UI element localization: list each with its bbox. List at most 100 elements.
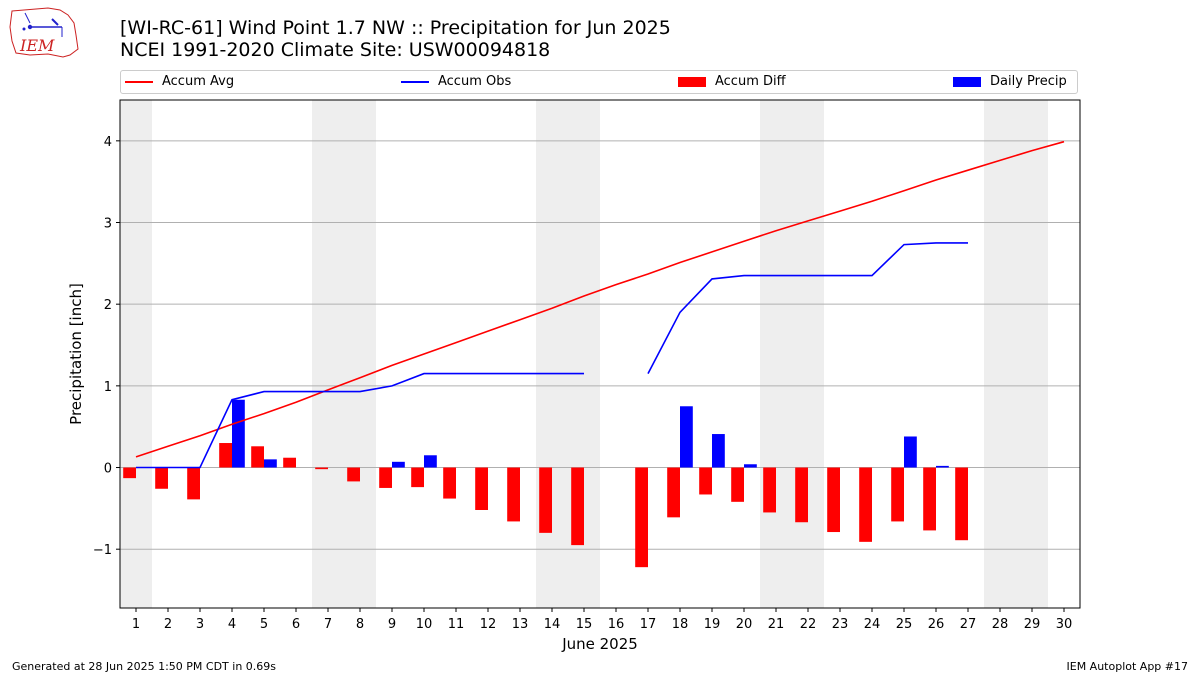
accum-diff-bar [539, 467, 552, 533]
accum-diff-bar [251, 446, 264, 468]
weekend-shade [760, 100, 792, 608]
x-tick-label: 29 [1024, 617, 1041, 632]
x-tick-label: 30 [1056, 617, 1073, 632]
y-tick-label: 4 [104, 135, 112, 150]
x-tick-label: 24 [864, 617, 881, 632]
accum-diff-bar [859, 467, 872, 542]
accum-diff-bar [379, 467, 392, 488]
weekend-shade [312, 100, 344, 608]
daily-precip-bar [264, 459, 277, 468]
legend-swatch-accum-obs [401, 80, 429, 83]
daily-precip-bar [232, 399, 245, 468]
legend-item-daily-precip: Daily Precip [953, 74, 1067, 89]
accum-obs-line [136, 372, 584, 469]
x-tick-label: 15 [576, 617, 593, 632]
daily-precip-bar [680, 406, 693, 468]
x-tick-label: 26 [928, 617, 945, 632]
daily-precip-bar [744, 464, 757, 468]
accum-diff-bar [635, 467, 648, 568]
daily-precip-bar [424, 455, 437, 468]
accum-diff-bar [219, 443, 232, 468]
weather-station-icon [22, 12, 63, 37]
x-tick-label: 21 [768, 617, 785, 632]
chart-legend: Accum Avg Accum Obs Accum Diff Daily Pre… [120, 70, 1078, 94]
app-credit: IEM Autoplot App #17 [1066, 660, 1189, 673]
x-tick-label: 25 [896, 617, 913, 632]
y-tick-label: 3 [104, 217, 112, 232]
weekend-shade [344, 100, 376, 608]
accum-diff-bar [123, 467, 136, 479]
weekend-shade [536, 100, 568, 608]
x-tick-label: 17 [640, 617, 657, 632]
legend-label-accum-avg: Accum Avg [162, 74, 235, 89]
chart-title: [WI-RC-61] Wind Point 1.7 NW :: Precipit… [120, 17, 671, 39]
x-tick-label: 2 [164, 617, 172, 632]
y-tick-label: −1 [93, 543, 112, 558]
x-tick-label: 12 [480, 617, 497, 632]
x-tick-label: 16 [608, 617, 625, 632]
legend-label-daily-precip: Daily Precip [990, 74, 1067, 89]
x-tick-label: 18 [672, 617, 689, 632]
x-tick-label: 28 [992, 617, 1009, 632]
accum-diff-bar [283, 457, 296, 468]
accum-diff-bar [827, 467, 840, 533]
daily-precip-bar [712, 434, 725, 468]
weekend-shade [568, 100, 600, 608]
accum-diff-bar [699, 467, 712, 495]
generated-timestamp: Generated at 28 Jun 2025 1:50 PM CDT in … [12, 660, 277, 673]
y-tick-label: 1 [104, 380, 112, 395]
x-tick-label: 3 [196, 617, 204, 632]
logo-text: IEM [19, 36, 55, 55]
legend-item-accum-diff: Accum Diff [678, 74, 786, 89]
x-tick-label: 11 [448, 617, 465, 632]
x-tick-label: 4 [228, 617, 236, 632]
x-tick-label: 9 [388, 617, 396, 632]
x-tick-label: 1 [132, 617, 140, 632]
accum-diff-bar [155, 467, 168, 489]
legend-swatch-daily-precip [953, 76, 981, 87]
accum-diff-bar [507, 467, 520, 522]
x-tick-label: 22 [800, 617, 817, 632]
weekend-shade [792, 100, 824, 608]
x-tick-label: 20 [736, 617, 753, 632]
accum-diff-bar [411, 467, 424, 488]
weekend-shade [984, 100, 1016, 608]
accum-diff-bar [667, 467, 680, 518]
x-tick-label: 14 [544, 617, 561, 632]
accum-diff-bar [443, 467, 456, 499]
y-axis-label: Precipitation [inch] [67, 283, 85, 425]
accum-diff-bar [763, 467, 776, 513]
y-tick-label: 0 [104, 462, 112, 477]
x-tick-label: 5 [260, 617, 268, 632]
x-tick-label: 7 [324, 617, 332, 632]
accum-avg-line [135, 140, 1065, 458]
accum-diff-bar [923, 467, 936, 531]
daily-precip-bar [904, 436, 917, 468]
accum-diff-bar [795, 467, 808, 523]
chart-subtitle: NCEI 1991-2020 Climate Site: USW00094818 [120, 39, 551, 61]
legend-swatch-accum-avg [125, 80, 153, 83]
accum-diff-bar [571, 467, 584, 546]
accum-diff-bar [731, 467, 744, 502]
daily-precip-bar [392, 461, 405, 468]
accum-diff-bar [475, 467, 488, 510]
x-tick-label: 27 [960, 617, 977, 632]
accum-diff-bar [891, 467, 904, 522]
x-tick-label: 8 [356, 617, 364, 632]
legend-swatch-accum-diff [678, 76, 706, 87]
x-tick-label: 6 [292, 617, 300, 632]
y-tick-label: 2 [104, 298, 112, 313]
accum-diff-bar [347, 467, 360, 482]
accum-diff-bar [187, 467, 200, 500]
accum-obs-line [647, 242, 968, 374]
legend-item-accum-obs: Accum Obs [401, 74, 511, 89]
accum-diff-bar [315, 467, 328, 470]
x-tick-label: 19 [704, 617, 721, 632]
legend-label-accum-obs: Accum Obs [438, 74, 512, 89]
legend-item-accum-avg: Accum Avg [125, 74, 234, 89]
accum-diff-bar [955, 467, 968, 541]
x-tick-label: 13 [512, 617, 529, 632]
plot-frame [119, 99, 1081, 609]
x-tick-label: 10 [416, 617, 433, 632]
